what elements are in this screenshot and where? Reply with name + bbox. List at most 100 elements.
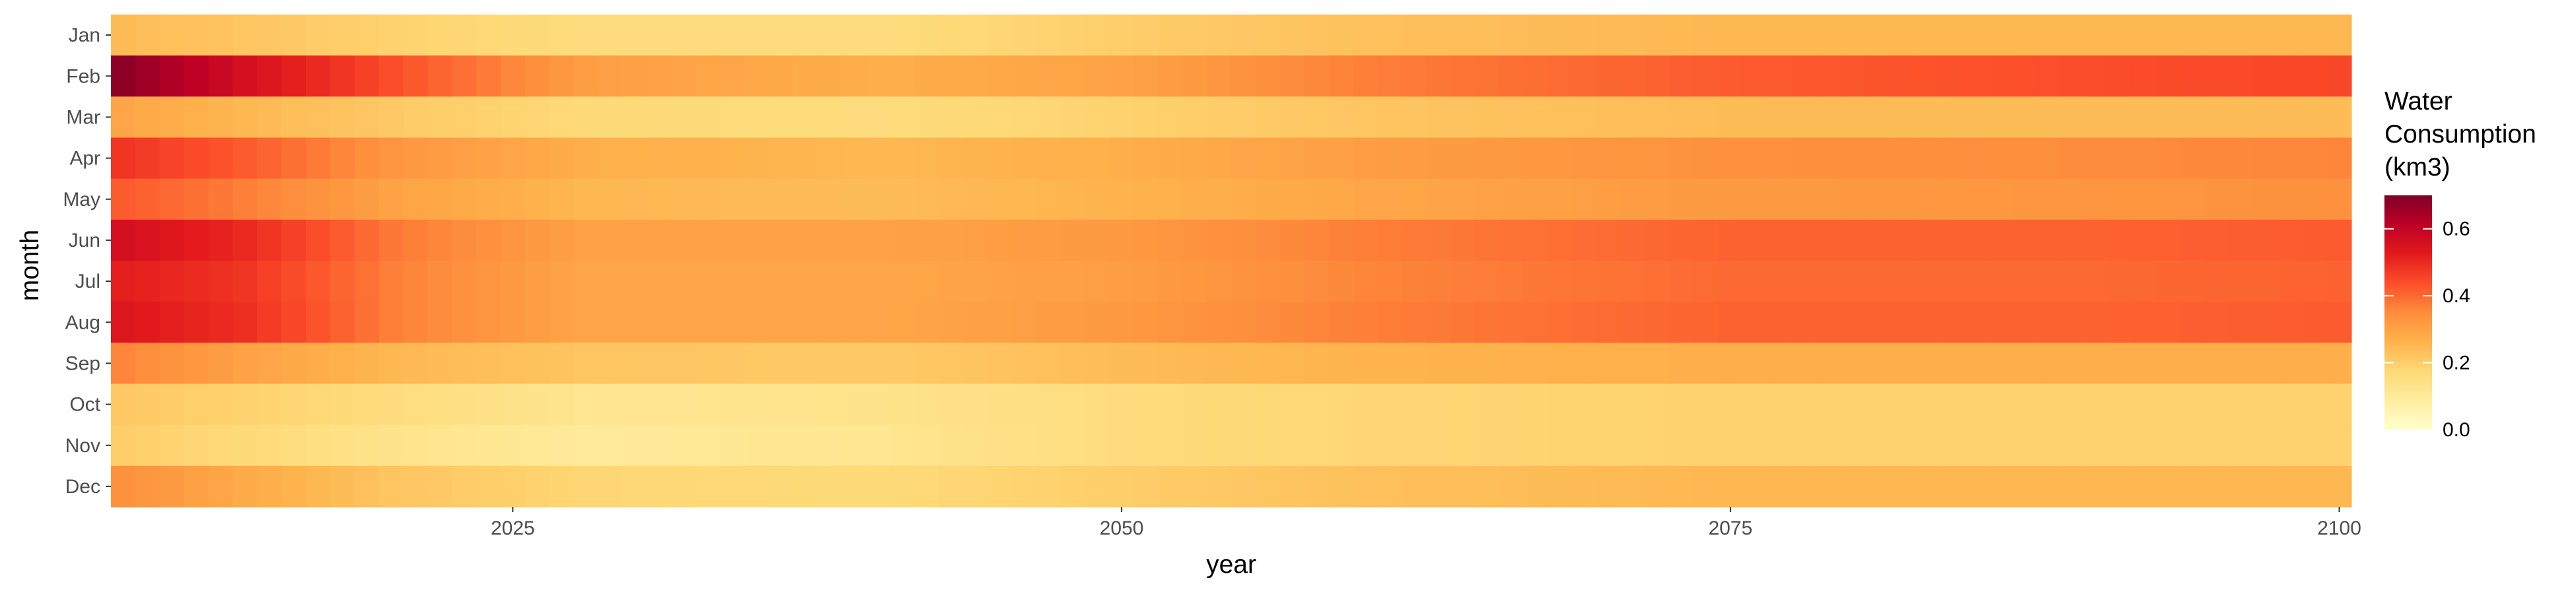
- heatmap-cell-may-2053: [1182, 178, 1207, 220]
- heatmap-cell-mar-2058: [1304, 96, 1330, 139]
- heatmap-cell-nov-2065: [1474, 424, 1500, 467]
- heatmap-cell-feb-2064: [1450, 55, 1476, 97]
- heatmap-cell-aug-2068: [1548, 302, 1573, 343]
- heatmap-cell-dec-2087: [2010, 465, 2036, 508]
- heatmap-cell-sep-2044: [963, 343, 988, 385]
- heatmap-cell-feb-2023: [452, 55, 477, 97]
- heatmap-cell-sep-2096: [2229, 343, 2255, 385]
- heatmap-cell-oct-2015: [257, 383, 282, 426]
- heatmap-cell-oct-2043: [939, 383, 964, 426]
- heatmap-cell-dec-2039: [841, 465, 867, 508]
- heatmap-cell-may-2051: [1133, 178, 1159, 220]
- heatmap-cell-jan-2020: [378, 15, 404, 56]
- heatmap-cell-jan-2055: [1231, 15, 1256, 56]
- heatmap-cell-oct-2070: [1596, 383, 1622, 426]
- heatmap-cell-feb-2014: [233, 55, 258, 97]
- heatmap-cell-oct-2062: [1402, 383, 1427, 426]
- heatmap-cell-dec-2049: [1085, 465, 1110, 508]
- heatmap-cell-jul-2017: [305, 261, 331, 302]
- heatmap-cell-mar-2037: [793, 96, 818, 139]
- heatmap-cell-apr-2028: [573, 137, 598, 180]
- heatmap-cell-may-2089: [2059, 178, 2085, 220]
- heatmap-cell-jan-2090: [2083, 15, 2108, 56]
- heatmap-cell-may-2046: [1012, 178, 1037, 220]
- x-axis: 2025 2050 2075 2100: [491, 507, 2361, 539]
- heatmap-cell-jan-2047: [1036, 15, 1061, 56]
- heatmap-cell-aug-2040: [865, 302, 891, 343]
- heatmap-cell-dec-2080: [1840, 465, 1865, 508]
- heatmap-cell-jul-2068: [1548, 261, 1573, 302]
- heatmap-cell-jan-2094: [2180, 15, 2206, 56]
- heatmap-cell-apr-2085: [1962, 137, 1987, 180]
- heatmap-cell-dec-2098: [2278, 465, 2303, 508]
- heatmap-cell-oct-2030: [622, 383, 647, 426]
- heatmap-cell-dec-2067: [1523, 465, 1548, 508]
- heatmap-cell-apr-2011: [159, 137, 185, 180]
- heatmap-cell-may-2081: [1864, 178, 1890, 220]
- heatmap-cell-may-2058: [1304, 178, 1330, 220]
- heatmap-cell-jul-2046: [1012, 261, 1037, 302]
- heatmap-cell-feb-2059: [1328, 55, 1353, 97]
- heatmap-cell-nov-2025: [500, 424, 526, 467]
- heatmap-cell-jun-2027: [549, 219, 575, 261]
- heatmap-cell-apr-2080: [1840, 137, 1865, 180]
- heatmap-cell-dec-2044: [963, 465, 988, 508]
- heatmap-cell-apr-2033: [695, 137, 721, 180]
- heatmap-cell-jan-2010: [135, 15, 161, 56]
- heatmap-cell-jul-2054: [1207, 261, 1232, 302]
- heatmap-cell-feb-2066: [1499, 55, 1524, 97]
- heatmap-cell-dec-2068: [1548, 465, 1573, 508]
- heatmap-cell-oct-2036: [768, 383, 793, 426]
- heatmap-cell-mar-2039: [841, 96, 867, 139]
- heatmap-cell-dec-2018: [330, 465, 355, 508]
- heatmap-cell-aug-2015: [257, 302, 282, 343]
- heatmap-cell-mar-2093: [2157, 96, 2182, 139]
- heatmap-cell-feb-2025: [500, 55, 526, 97]
- heatmap-cell-feb-2031: [647, 55, 672, 97]
- heatmap-cell-jun-2071: [1620, 219, 1646, 261]
- heatmap-cell-apr-2009: [111, 137, 136, 180]
- heatmap-cell-apr-2089: [2059, 137, 2085, 180]
- heatmap-cell-sep-2041: [890, 343, 915, 385]
- heatmap-cell-apr-2070: [1596, 137, 1622, 180]
- heatmap-cell-nov-2024: [476, 424, 501, 467]
- heatmap-cell-may-2018: [330, 178, 355, 220]
- heatmap-cell-oct-2029: [598, 383, 623, 426]
- heatmap-cell-sep-2010: [135, 343, 161, 385]
- heatmap-cell-aug-2039: [841, 302, 867, 343]
- heatmap-cell-feb-2088: [2034, 55, 2060, 97]
- heatmap-cell-oct-2086: [1986, 383, 2011, 426]
- y-tick-label-sep: Sep: [65, 352, 100, 374]
- heatmap-cell-oct-2098: [2278, 383, 2303, 426]
- heatmap-cell-oct-2014: [233, 383, 258, 426]
- heatmap-cell-nov-2035: [744, 424, 769, 467]
- heatmap-cell-sep-2069: [1572, 343, 1597, 385]
- heatmap-cell-sep-2067: [1523, 343, 1548, 385]
- heatmap-cell-jun-2040: [865, 219, 891, 261]
- heatmap-cell-sep-2068: [1548, 343, 1573, 385]
- heatmap-cell-jun-2047: [1036, 219, 1061, 261]
- heatmap-cell-dec-2027: [549, 465, 575, 508]
- heatmap-cell-jun-2045: [987, 219, 1013, 261]
- heatmap-cell-jul-2029: [598, 261, 623, 302]
- heatmap-cell-apr-2020: [378, 137, 404, 180]
- heatmap-cell-dec-2042: [914, 465, 940, 508]
- heatmap-cell-aug-2047: [1036, 302, 1061, 343]
- heatmap-cell-mar-2067: [1523, 96, 1548, 139]
- heatmap-cell-dec-2019: [354, 465, 380, 508]
- heatmap-cell-feb-2011: [159, 55, 185, 97]
- heatmap-cell-sep-2061: [1377, 343, 1402, 385]
- heatmap-cell-jan-2040: [865, 15, 891, 56]
- heatmap-cell-mar-2070: [1596, 96, 1622, 139]
- heatmap-cell-nov-2051: [1133, 424, 1159, 467]
- heatmap-cell-apr-2088: [2034, 137, 2060, 180]
- heatmap-cell-feb-2081: [1864, 55, 1890, 97]
- heatmap-cell-jan-2050: [1109, 15, 1135, 56]
- heatmap-cell-dec-2017: [305, 465, 331, 508]
- heatmap-cell-apr-2063: [1425, 137, 1451, 180]
- heatmap-cell-mar-2096: [2229, 96, 2255, 139]
- heatmap-cell-jan-2091: [2108, 15, 2133, 56]
- heatmap-cell-aug-2049: [1085, 302, 1110, 343]
- heatmap-cell-feb-2038: [817, 55, 842, 97]
- heatmap-cell-feb-2087: [2010, 55, 2036, 97]
